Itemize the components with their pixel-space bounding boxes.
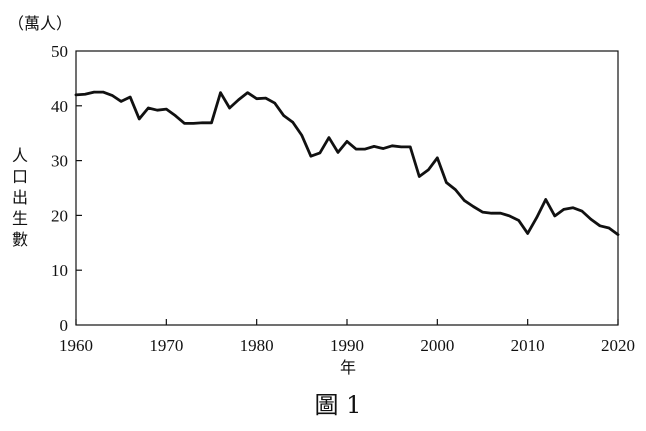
data-point <box>517 219 520 222</box>
unit-label: （萬人） <box>8 14 72 33</box>
data-point <box>309 155 313 158</box>
data-point <box>454 188 457 191</box>
data-point <box>363 147 367 151</box>
data-point <box>101 90 105 94</box>
data-point <box>165 107 168 111</box>
data-point <box>74 93 78 97</box>
y-axis-label-char: 人 <box>12 146 28 165</box>
data-point <box>472 205 475 208</box>
data-point <box>183 122 186 125</box>
x-tick-label: 1970 <box>149 336 183 355</box>
data-point <box>589 218 593 221</box>
data-point <box>427 168 430 172</box>
data-point <box>83 93 87 96</box>
data-point <box>264 96 267 100</box>
data-point <box>381 147 385 150</box>
plot-frame <box>75 50 619 326</box>
data-point <box>354 147 358 151</box>
data-point <box>273 101 276 105</box>
data-point <box>571 206 575 209</box>
y-tick-label: 0 <box>60 316 69 335</box>
data-point <box>562 208 565 211</box>
y-tick-label: 30 <box>51 152 68 171</box>
data-point <box>119 100 123 103</box>
data-point <box>526 232 529 235</box>
data-point <box>553 214 556 218</box>
data-point <box>228 106 231 110</box>
data-point <box>291 121 294 124</box>
data-point <box>156 108 159 112</box>
data-points <box>74 90 620 236</box>
x-tick-label: 2020 <box>601 336 635 355</box>
data-point <box>580 209 584 213</box>
y-tick-label: 20 <box>51 206 68 225</box>
data-point <box>246 91 249 94</box>
y-axis-label-char: 出 <box>12 188 28 207</box>
data-point <box>490 212 493 215</box>
data-point <box>174 114 177 117</box>
y-axis: 0 10 20 30 40 50 <box>51 42 82 335</box>
data-point <box>327 136 331 139</box>
data-point <box>282 114 285 117</box>
x-tick-label: 1960 <box>59 336 93 355</box>
data-point <box>390 144 394 148</box>
y-axis-label-char: 生 <box>12 209 28 228</box>
x-tick-label: 2010 <box>511 336 545 355</box>
data-point <box>418 175 421 178</box>
x-axis-label: 年 <box>340 358 356 377</box>
data-point <box>499 212 502 215</box>
data-point <box>110 94 114 97</box>
data-point <box>436 156 439 160</box>
data-point <box>138 117 141 121</box>
series-line <box>74 90 620 236</box>
data-point <box>336 151 340 154</box>
data-point <box>607 226 611 230</box>
y-axis-label-char: 口 <box>12 167 28 186</box>
data-point <box>92 90 96 94</box>
data-point <box>409 145 412 149</box>
data-point <box>616 233 620 236</box>
data-point <box>598 224 602 228</box>
data-point <box>345 140 349 143</box>
data-point <box>129 95 132 99</box>
data-point <box>463 199 466 202</box>
data-point <box>219 91 222 94</box>
data-point <box>445 181 448 184</box>
x-tick-label: 2000 <box>420 336 454 355</box>
x-axis: 1960 1970 1980 1990 2000 2010 2020 <box>59 319 635 355</box>
data-point <box>192 122 195 125</box>
data-point <box>255 97 258 100</box>
y-tick-label: 40 <box>51 97 68 116</box>
x-tick-label: 1990 <box>330 336 364 355</box>
data-point <box>210 121 213 124</box>
y-axis-label-char: 數 <box>12 230 28 249</box>
data-point <box>372 145 376 148</box>
x-tick-label: 1980 <box>240 336 274 355</box>
data-point <box>400 145 403 149</box>
data-point <box>201 121 204 124</box>
data-point <box>147 106 150 110</box>
data-point <box>481 210 484 214</box>
figure-caption: 圖 1 <box>315 391 362 419</box>
data-point <box>544 198 547 201</box>
data-point <box>508 214 511 218</box>
y-tick-label: 50 <box>51 42 68 61</box>
data-point <box>318 151 322 155</box>
data-point <box>300 134 304 137</box>
y-tick-label: 10 <box>51 261 68 280</box>
data-point <box>535 216 538 219</box>
data-point <box>237 98 240 101</box>
